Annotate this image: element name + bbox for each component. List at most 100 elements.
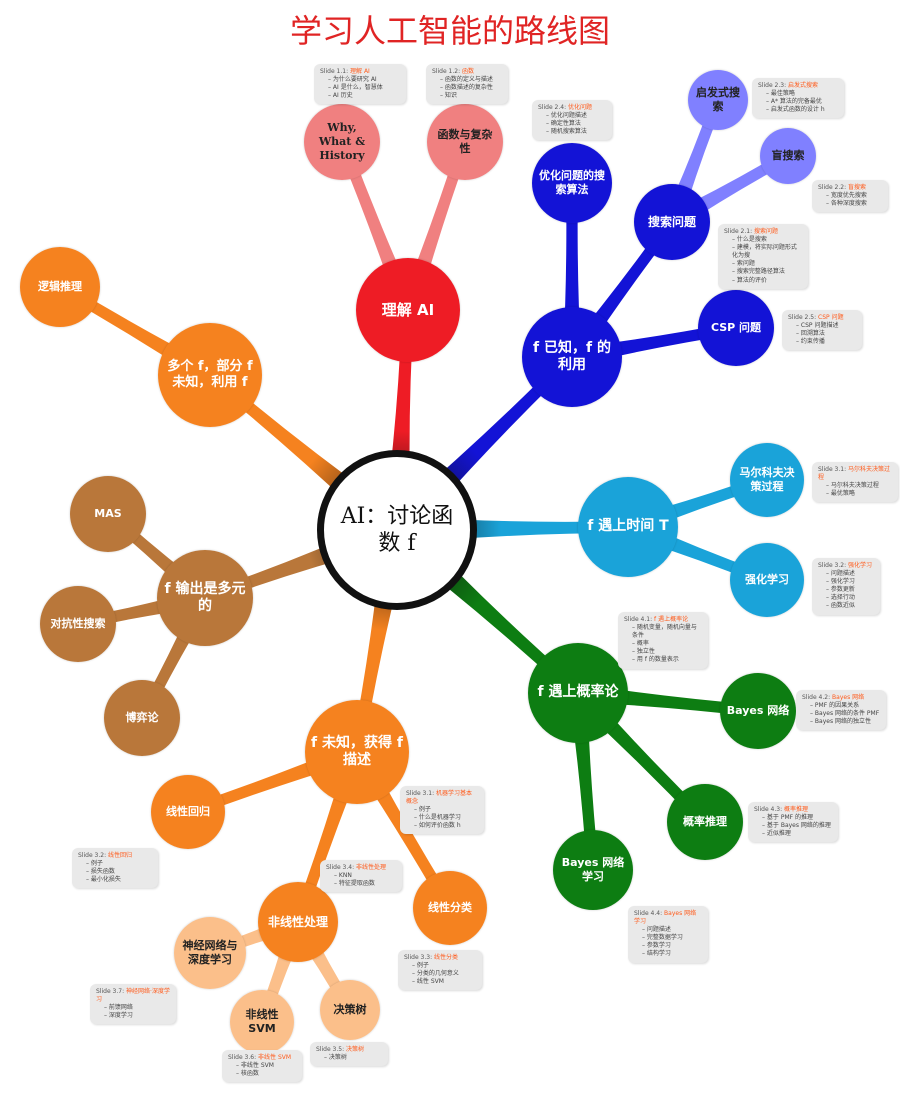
note-id: Slide 3.1: — [406, 790, 435, 797]
note-header: Slide 2.1: 搜索问题 — [724, 228, 802, 236]
slide-note-s32: Slide 3.2: 强化学习问题描述强化学习参数更新选择行动函数近似 — [812, 558, 880, 615]
node-label: MAS — [94, 507, 122, 521]
note-title: CSP 问题 — [818, 314, 844, 321]
note-title: 马尔科夫决策过程 — [818, 466, 891, 482]
note-item: 启发式函数的设计 h — [766, 106, 838, 114]
node-time: f 遇上时间 T — [578, 477, 678, 577]
note-items: 基于 PMF 的推理基于 Bayes 网络的推理近似推理 — [754, 814, 832, 838]
note-id: Slide 4.2: — [802, 694, 831, 701]
slide-note-s34: Slide 3.4: 非线性处理KNN特征提取函数 — [320, 860, 402, 893]
note-header: Slide 3.7: 神经网络·深度学习 — [96, 988, 170, 1004]
note-items: 决策树 — [316, 1054, 382, 1062]
note-id: Slide 3.1: — [818, 466, 847, 473]
note-header: Slide 3.4: 非线性处理 — [326, 864, 396, 872]
note-header: Slide 3.2: 线性回归 — [78, 852, 152, 860]
note-items: 优化问题描述确定性算法随机搜索算法 — [538, 112, 606, 136]
slide-note-s23: Slide 2.3: 启发式搜索最佳策略A* 算法的完备最优启发式函数的设计 h — [752, 78, 844, 119]
note-items: 非线性 SVM核函数 — [228, 1062, 296, 1078]
node-csp: CSP 问题 — [698, 290, 774, 366]
node-label: f 未知，获得 f 描述 — [311, 734, 403, 769]
note-item: 参数更新 — [826, 586, 874, 594]
note-items: 例子分类的几何意义线性 SVM — [404, 962, 476, 986]
note-header: Slide 2.2: 盲搜索 — [818, 184, 882, 192]
note-item: 结构学习 — [642, 950, 702, 958]
node-label: AI：讨论函数 f — [340, 503, 454, 557]
note-item: 问题描述 — [642, 926, 702, 934]
note-header: Slide 4.4: Bayes 网络学习 — [634, 910, 702, 926]
node-label: f 遇上时间 T — [587, 518, 669, 535]
note-items: 例子什么是机器学习如何评价函数 h — [406, 806, 478, 830]
note-id: Slide 1.1: — [320, 68, 349, 75]
note-item: 非线性 SVM — [236, 1062, 296, 1070]
note-item: KNN — [334, 872, 396, 880]
note-item: 前馈网络 — [104, 1004, 170, 1012]
slide-note-s11: Slide 1.1: 理解 AI为什么要研究 AIAI 是什么，智慧体AI 历史 — [314, 64, 406, 105]
note-title: Bayes 网络 — [832, 694, 865, 701]
node-multi: f 输出是多元的 — [157, 550, 253, 646]
note-item: 深度学习 — [104, 1012, 170, 1020]
node-label: 启发式搜索 — [696, 86, 740, 113]
note-title: 非线性 SVM — [258, 1054, 292, 1061]
note-items: CSP 问题描述回溯算法约束传播 — [788, 322, 856, 346]
note-title: 盲搜索 — [848, 184, 867, 191]
note-item: 选择行动 — [826, 594, 874, 602]
slide-note-s31: Slide 3.1: 马尔科夫决策过程马尔科夫决策过程最优策略 — [812, 462, 898, 503]
note-item: 宽度优先搜索 — [826, 192, 882, 200]
note-title: f 遇上概率论 — [654, 616, 689, 623]
note-id: Slide 3.4: — [326, 864, 355, 871]
node-mas: MAS — [70, 476, 146, 552]
note-item: 分类的几何意义 — [412, 970, 476, 978]
note-item: 建模，将实际问题形式化为搜 — [732, 244, 802, 260]
note-item: 决策树 — [324, 1054, 382, 1062]
note-item: CSP 问题描述 — [796, 322, 856, 330]
node-why: Why, What & History — [304, 104, 380, 180]
node-label: 非线性 SVM — [245, 1008, 279, 1035]
note-item: AI 历史 — [328, 92, 400, 100]
note-item: 强化学习 — [826, 578, 874, 586]
node-label: 多个 f，部分 f 未知，利用 f — [167, 358, 253, 390]
note-item: 参数学习 — [642, 942, 702, 950]
note-item: 马尔科夫决策过程 — [826, 482, 892, 490]
note-header: Slide 2.4: 优化问题 — [538, 104, 606, 112]
node-label: 搜索问题 — [647, 214, 696, 229]
slide-note-s36: Slide 3.6: 非线性 SVM非线性 SVM核函数 — [222, 1050, 302, 1083]
note-header: Slide 3.2: 强化学习 — [818, 562, 874, 570]
note-title: 理解 AI — [350, 68, 370, 75]
node-nn: 神经网络与深度学习 — [174, 917, 246, 989]
node-nonlin: 非线性处理 — [258, 882, 338, 962]
note-item: 回溯算法 — [796, 330, 856, 338]
note-item: 如何评价函数 h — [414, 822, 478, 830]
note-item: 完整数据学习 — [642, 934, 702, 942]
note-id: Slide 2.5: — [788, 314, 817, 321]
node-label: 决策树 — [333, 1003, 367, 1017]
node-label: f 遇上概率论 — [537, 684, 619, 701]
note-title: 概率推理 — [784, 806, 809, 813]
node-tree: 决策树 — [320, 980, 380, 1040]
slide-note-s37: Slide 3.7: 神经网络·深度学习前馈网络深度学习 — [90, 984, 176, 1025]
note-item: 损失函数 — [86, 868, 152, 876]
node-label: Bayes 网络 — [726, 704, 790, 718]
note-item: 随机变量，随机向量与条件 — [632, 624, 702, 640]
node-label: 盲搜索 — [771, 149, 805, 163]
node-prob: f 遇上概率论 — [528, 643, 628, 743]
node-label: 线性回归 — [166, 805, 210, 819]
note-item: 确定性算法 — [546, 120, 606, 128]
slide-note-s42: Slide 4.2: Bayes 网络PMF 的因果关系Bayes 网络的条件 … — [796, 690, 886, 731]
node-label: 马尔科夫决策过程 — [739, 466, 795, 493]
slide-note-s25: Slide 2.5: CSP 问题CSP 问题描述回溯算法约束传播 — [782, 310, 862, 351]
note-title: Bayes 网络学习 — [634, 910, 697, 926]
node-label: CSP 问题 — [710, 321, 762, 335]
note-items: 最佳策略A* 算法的完备最优启发式函数的设计 h — [758, 90, 838, 114]
note-item: 什么是搜索 — [732, 236, 802, 244]
note-title: 线性回归 — [108, 852, 133, 859]
note-items: 问题描述强化学习参数更新选择行动函数近似 — [818, 570, 874, 610]
note-header: Slide 3.1: 马尔科夫决策过程 — [818, 466, 892, 482]
note-title: 神经网络·深度学习 — [96, 988, 170, 1004]
note-title: 函数 — [462, 68, 475, 75]
node-pinf: 概率推理 — [667, 784, 743, 860]
note-header: Slide 4.2: Bayes 网络 — [802, 694, 880, 702]
note-item: 索问题 — [732, 260, 802, 268]
note-item: 最佳策略 — [766, 90, 838, 98]
note-item: 函数描述的复杂性 — [440, 84, 502, 92]
note-item: 函数的定义与描述 — [440, 76, 502, 84]
